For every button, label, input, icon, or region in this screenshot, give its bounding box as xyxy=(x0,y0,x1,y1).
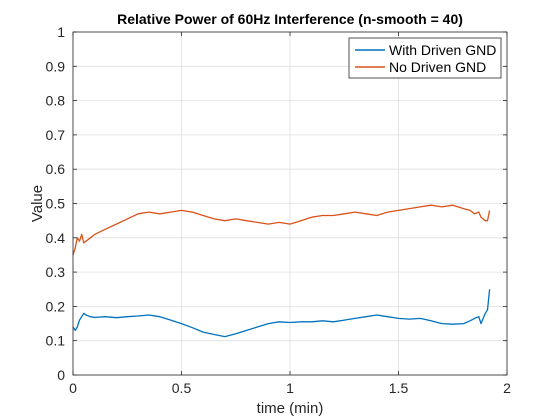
y-tick-label: 0.6 xyxy=(46,161,66,177)
legend-label-with-driven-gnd: With Driven GND xyxy=(389,42,496,58)
series-line-no-driven-gnd xyxy=(72,204,491,256)
y-tick-label: 0 xyxy=(57,367,65,383)
y-tick-label: 1 xyxy=(57,24,65,40)
tick-marks xyxy=(72,31,508,376)
x-tick-label: 1 xyxy=(286,380,294,396)
series-group xyxy=(72,204,491,338)
y-tick-label: 0.4 xyxy=(46,230,66,246)
legend-label-no-driven-gnd: No Driven GND xyxy=(389,59,486,75)
x-axis-label: time (min) xyxy=(257,400,324,417)
y-axis-label: Value xyxy=(29,185,46,222)
chart-title: Relative Power of 60Hz Interference (n-s… xyxy=(117,11,463,27)
y-tick-label: 0.2 xyxy=(46,298,66,314)
y-tick-label: 0.5 xyxy=(46,196,66,212)
series-line-with-driven-gnd xyxy=(72,289,491,338)
x-tick-label: 1.5 xyxy=(389,380,409,396)
y-tick-label: 0.8 xyxy=(46,93,66,109)
x-tick-label: 0 xyxy=(69,380,77,396)
y-tick-label: 0.9 xyxy=(46,58,66,74)
legend-box xyxy=(348,37,502,79)
tick-labels: 0 0.5 1 1.5 2 0 0.1 0.2 0.3 0.4 0.5 0.6 0.7 0.8 0.9 1 xyxy=(46,24,512,396)
y-tick-label: 0.1 xyxy=(46,333,66,349)
legend: With Driven GND No Driven GND xyxy=(348,37,502,79)
y-tick-label: 0.7 xyxy=(46,127,66,143)
y-tick-label: 0.3 xyxy=(46,264,66,280)
x-tick-label: 0.5 xyxy=(172,380,192,396)
x-tick-label: 2 xyxy=(503,380,511,396)
